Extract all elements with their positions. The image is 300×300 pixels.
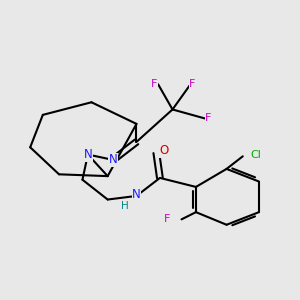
- Text: F: F: [206, 113, 212, 124]
- Text: F: F: [189, 79, 196, 89]
- Text: N: N: [83, 148, 92, 161]
- Text: N: N: [109, 153, 117, 167]
- Text: F: F: [151, 79, 158, 89]
- Text: F: F: [164, 214, 170, 224]
- Text: Cl: Cl: [250, 149, 261, 160]
- Text: N: N: [132, 188, 141, 201]
- Text: H: H: [121, 201, 129, 211]
- Text: O: O: [159, 144, 168, 158]
